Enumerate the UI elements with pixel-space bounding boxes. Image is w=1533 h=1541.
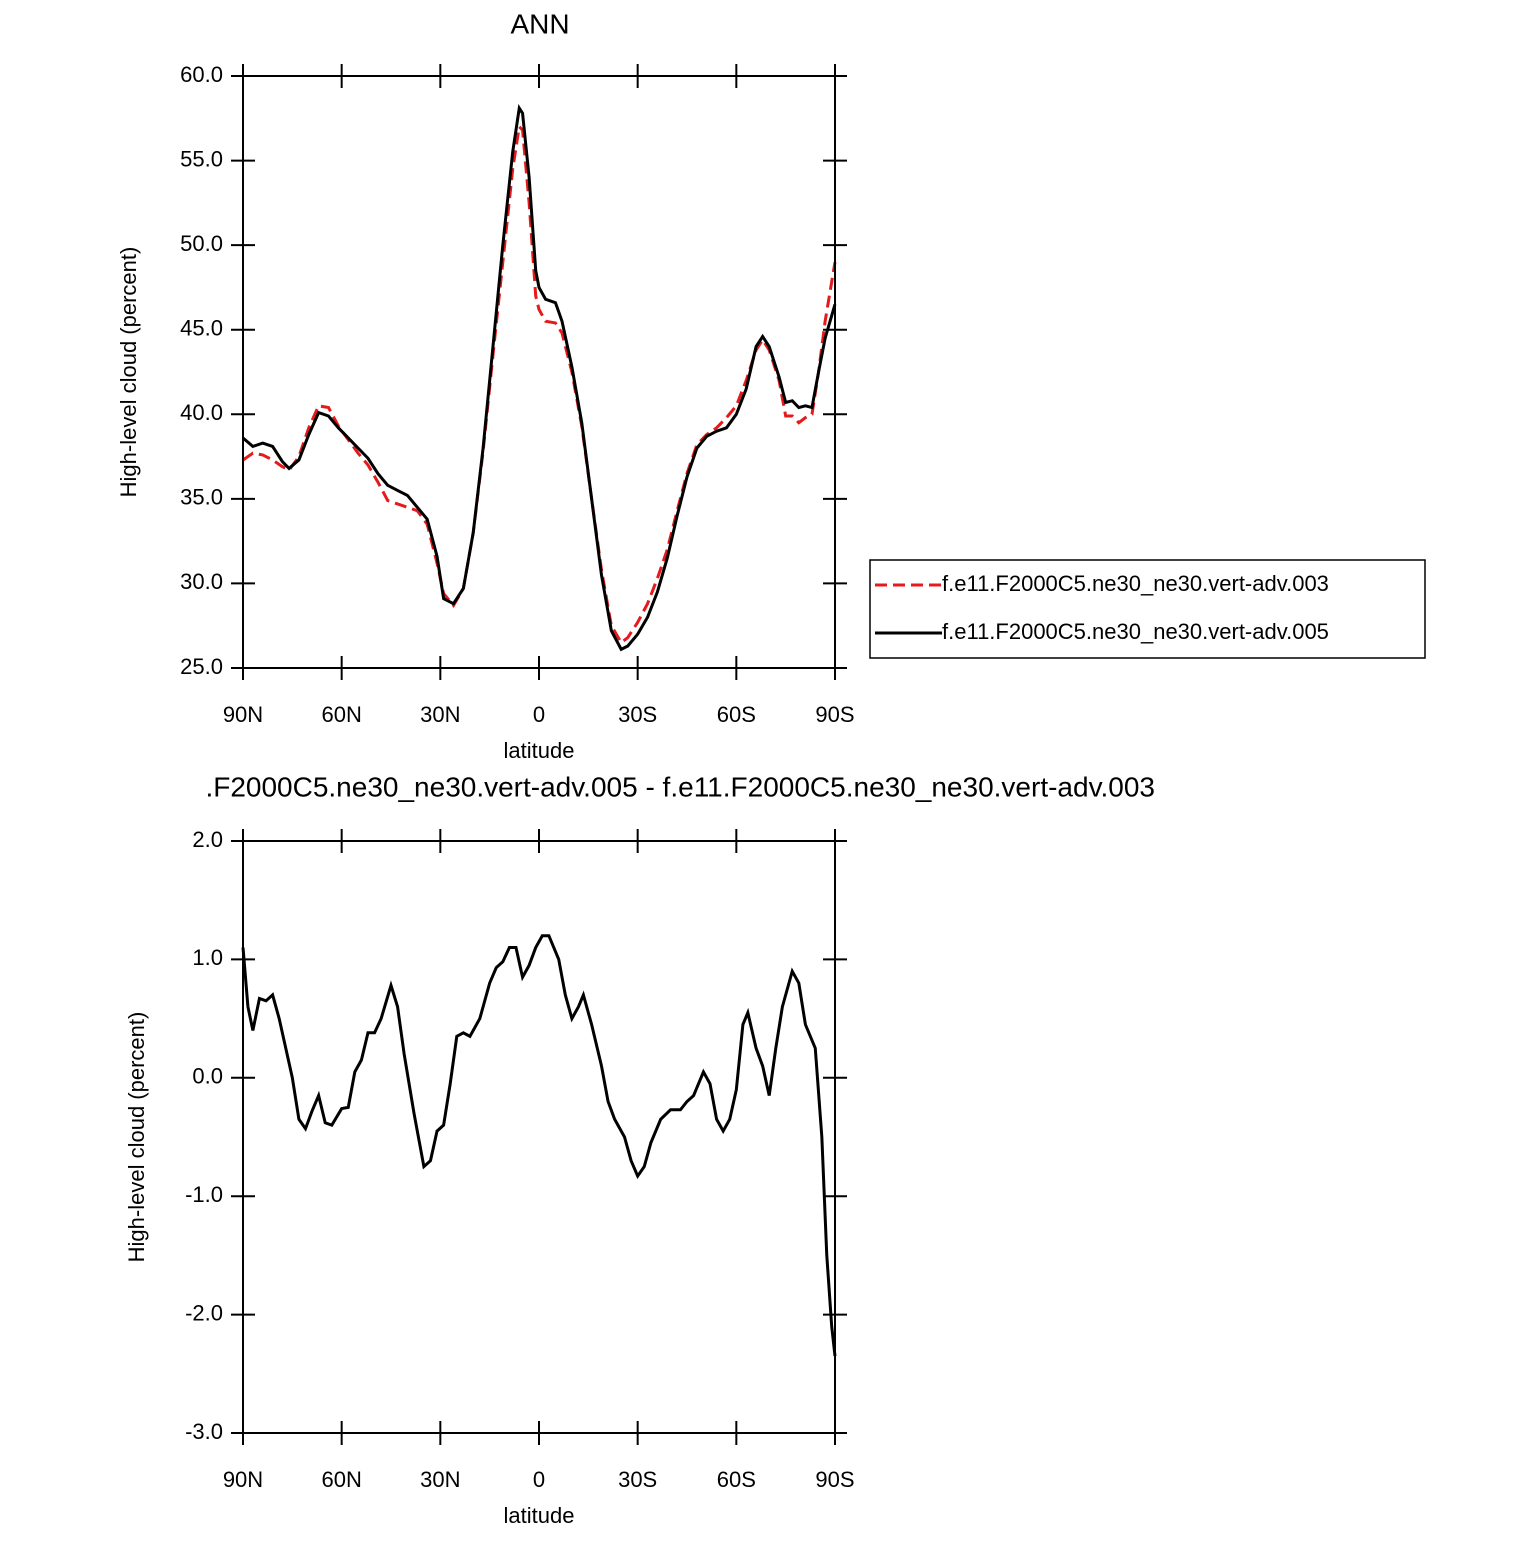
x-tick-label: 90N	[223, 1467, 263, 1492]
x-tick-label: 30N	[420, 1467, 460, 1492]
y-tick-label: -2.0	[185, 1300, 223, 1325]
x-tick-label: 90S	[815, 702, 854, 727]
y-tick-label: 40.0	[180, 400, 223, 425]
x-tick-label: 30S	[618, 702, 657, 727]
x-tick-label: 30N	[420, 702, 460, 727]
y-tick-label: 55.0	[180, 146, 223, 171]
x-tick-label: 90N	[223, 702, 263, 727]
x-tick-label: 30S	[618, 1467, 657, 1492]
y-tick-label: 25.0	[180, 654, 223, 679]
y-tick-label: 50.0	[180, 231, 223, 256]
y-tick-label: -1.0	[185, 1182, 223, 1207]
x-tick-label: 60S	[717, 1467, 756, 1492]
y-axis-label: High-level cloud (percent)	[116, 247, 141, 498]
plot-frame	[242, 840, 836, 1434]
y-tick-label: 30.0	[180, 569, 223, 594]
data-line	[242, 123, 837, 645]
y-tick-label: 0.0	[192, 1064, 223, 1089]
y-tick-label: 1.0	[192, 945, 223, 970]
data-line	[241, 934, 837, 1357]
y-tick-label: 2.0	[192, 827, 223, 852]
chart-title: ANN	[510, 8, 569, 39]
x-tick-label: 0	[533, 1467, 545, 1492]
y-tick-label: 60.0	[180, 62, 223, 87]
legend-label: f.e11.F2000C5.ne30_ne30.vert-adv.003	[942, 571, 1329, 596]
x-axis-label: latitude	[504, 1503, 575, 1528]
x-axis-label: latitude	[504, 738, 575, 763]
plot-frame	[242, 75, 836, 669]
legend-label: f.e11.F2000C5.ne30_ne30.vert-adv.005	[942, 619, 1329, 644]
x-tick-label: 60S	[717, 702, 756, 727]
y-tick-label: 35.0	[180, 485, 223, 510]
chart-title: .F2000C5.ne30_ne30.vert-adv.005 - f.e11.…	[205, 771, 1155, 802]
y-axis-label: High-level cloud (percent)	[124, 1012, 149, 1263]
legend-box	[869, 559, 1426, 659]
y-tick-label: 45.0	[180, 316, 223, 341]
x-tick-label: 90S	[815, 1467, 854, 1492]
y-tick-label: -3.0	[185, 1419, 223, 1444]
x-tick-label: 0	[533, 702, 545, 727]
x-tick-label: 60N	[321, 1467, 361, 1492]
chart: ANN High-level cloud (percent) latitude 25.…	[116, 8, 1426, 763]
chart: .F2000C5.ne30_ne30.vert-adv.005 - f.e11.…	[124, 771, 1155, 1527]
data-line	[242, 104, 837, 652]
x-tick-label: 60N	[321, 702, 361, 727]
